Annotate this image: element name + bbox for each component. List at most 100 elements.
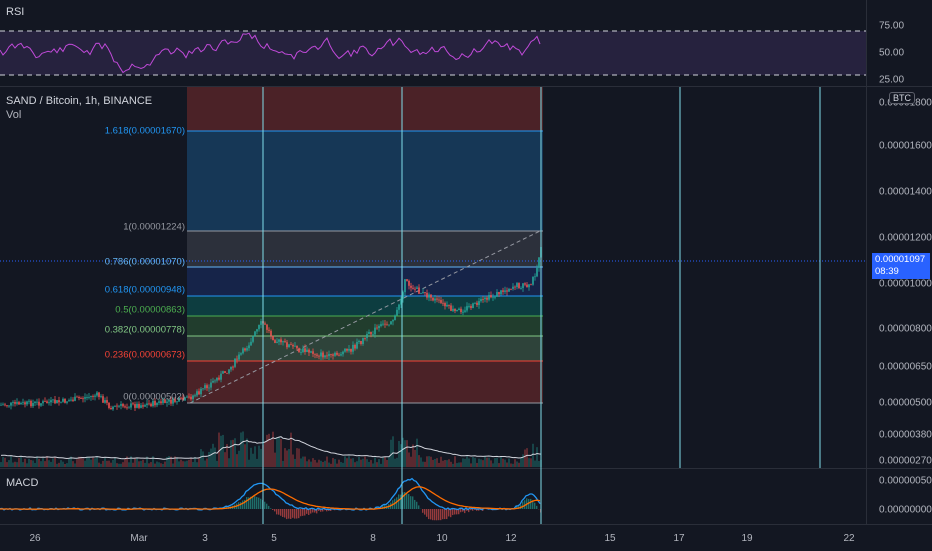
macd-histogram-bar (242, 501, 243, 509)
volume-bar (308, 459, 310, 467)
volume-bar (190, 458, 192, 467)
macd-axis[interactable]: 0.00000050 0.00000000 (866, 469, 932, 524)
volume-bar (392, 436, 394, 467)
volume-bar (466, 456, 468, 467)
candle-body (344, 349, 346, 352)
volume-bar (26, 463, 28, 467)
fib-label-0: 0(0.00000502) (123, 392, 185, 403)
volume-bar (64, 464, 66, 467)
candle-body (244, 348, 246, 350)
currency-badge[interactable]: BTC (889, 92, 915, 104)
time-axis[interactable]: 26 Mar 3 5 8 10 12 15 17 19 22 (0, 524, 932, 551)
candle-body (198, 391, 200, 394)
volume-bar (482, 460, 484, 467)
candle-body (252, 336, 254, 342)
candle-body (216, 378, 218, 381)
candle-body (226, 373, 228, 374)
candle-body (474, 303, 476, 304)
candle-body (192, 396, 194, 400)
main-chart-pane[interactable]: SAND / Bitcoin, 1h, BINANCE Vol (0, 87, 866, 468)
macd-histogram-bar (408, 494, 409, 509)
candle-body (288, 344, 290, 347)
volume-bar (142, 460, 144, 467)
candle-body (356, 342, 358, 348)
volume-bar (422, 462, 424, 467)
price-tick: 0.00001400 (879, 187, 932, 198)
volume-bar (298, 449, 300, 467)
volume-bar (292, 454, 294, 467)
macd-histogram-bar (254, 496, 255, 509)
candle-body (408, 281, 410, 286)
volume-bar (138, 461, 140, 467)
candle-body (218, 378, 220, 380)
candle-body (212, 381, 214, 383)
candle-body (272, 336, 274, 340)
candle-body (362, 338, 364, 344)
candle-body (540, 247, 542, 257)
volume-bar (172, 463, 174, 467)
price-tick: 0.00000500 (879, 398, 932, 409)
volume-bar (432, 460, 434, 467)
candle-body (460, 309, 462, 312)
candle-body (502, 290, 504, 292)
volume-bar (524, 450, 526, 467)
candle-body (238, 355, 240, 360)
rsi-axis[interactable]: 75.00 50.00 25.00 (866, 0, 932, 86)
candle-body (476, 303, 478, 305)
candle-body (488, 295, 490, 300)
candle-body (52, 399, 54, 400)
price-tick: 0.00001000 (879, 279, 932, 290)
volume-bar (300, 458, 302, 467)
macd-histogram-bar (440, 509, 441, 520)
volume-bar (316, 463, 318, 467)
volume-bar (426, 456, 428, 467)
macd-histogram-bar (470, 509, 471, 510)
volume-bar (522, 454, 524, 467)
macd-histogram-bar (296, 509, 297, 519)
candle-body (268, 330, 270, 331)
candle-body (2, 405, 4, 406)
macd-histogram-bar (536, 506, 537, 509)
macd-histogram-bar (402, 492, 403, 509)
volume-bar (56, 464, 58, 467)
candle-body (486, 298, 488, 300)
candle-body (142, 405, 144, 406)
symbol-title[interactable]: SAND / Bitcoin, 1h, BINANCE (6, 95, 152, 107)
candle-body (66, 401, 68, 402)
volume-bar (480, 459, 482, 467)
macd-histogram-bar (280, 509, 281, 516)
candle-body (424, 292, 426, 293)
candle-body (200, 389, 202, 394)
candle-body (496, 292, 498, 297)
volume-bar (388, 457, 390, 467)
price-tick: 0.00000800 (879, 324, 932, 335)
macd-histogram-bar (454, 509, 455, 514)
macd-histogram-bar (302, 509, 303, 516)
volume-bar (322, 462, 324, 467)
volume-bar (42, 458, 44, 467)
macd-pane[interactable]: MACD (0, 469, 866, 524)
candle-body (340, 354, 342, 355)
candle-body (338, 355, 340, 356)
macd-histogram-bar (460, 509, 461, 512)
candle-body (124, 406, 126, 407)
volume-bar (428, 456, 430, 467)
volume-bar (110, 463, 112, 467)
volume-bar (72, 461, 74, 467)
volume-bar (350, 459, 352, 467)
volume-bar (196, 462, 198, 467)
candle-body (82, 398, 84, 399)
volume-bar (360, 460, 362, 467)
candle-body (418, 288, 420, 294)
volume-bar (296, 448, 298, 467)
volume-bar (252, 454, 254, 467)
volume-bar (336, 464, 338, 467)
volume-bar (192, 462, 194, 467)
candle-body (316, 355, 318, 356)
volume-bar (518, 463, 520, 467)
volume-bar (40, 461, 42, 467)
rsi-pane[interactable]: RSI (0, 0, 866, 86)
candle-body (374, 328, 376, 335)
candle-body (518, 283, 520, 288)
candle-body (20, 403, 22, 404)
